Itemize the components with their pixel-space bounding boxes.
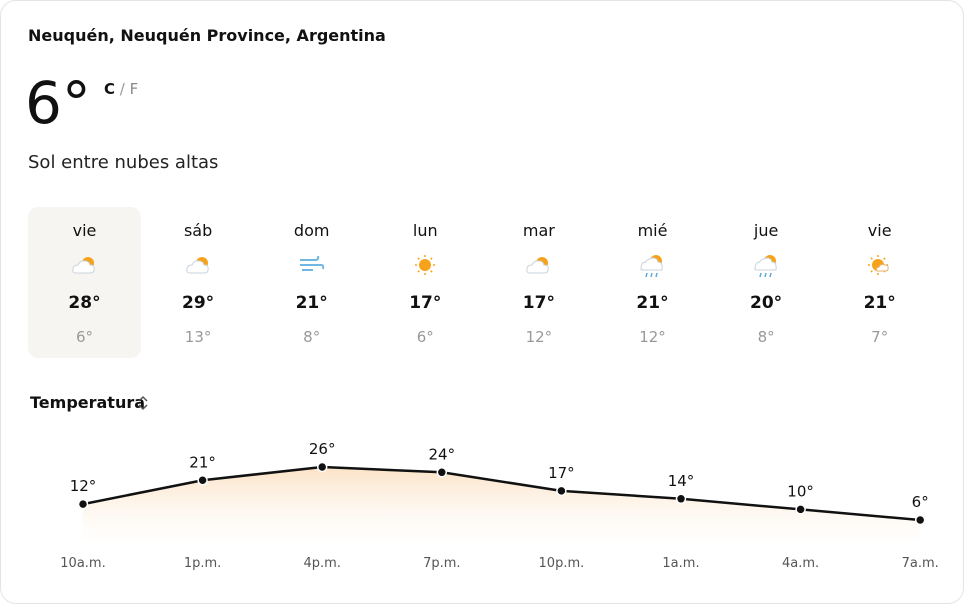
condition: Sol entre nubes altas: [28, 152, 219, 173]
unit-separator: /: [119, 80, 125, 98]
day-column[interactable]: sáb 29° 13°: [142, 207, 255, 358]
temperature-line: [82, 465, 921, 522]
day-high: 29°: [182, 293, 215, 313]
x-tick-label: 10a.m.: [60, 556, 105, 571]
value-label: 21°: [189, 453, 216, 471]
day-column[interactable]: dom 21° 8°: [255, 207, 368, 358]
weather-icon: [526, 257, 550, 274]
weather-icon: [753, 255, 777, 278]
value-label: 24°: [429, 445, 456, 463]
day-low: 6°: [416, 328, 434, 346]
day-name: vie: [72, 221, 97, 240]
weather-icon: [640, 255, 663, 278]
day-name: jue: [753, 221, 779, 240]
data-point: [316, 461, 328, 473]
x-tick-label: 4p.m.: [303, 556, 340, 571]
day-high: 21°: [636, 293, 669, 313]
data-point: [914, 514, 926, 526]
value-label: 6°: [912, 493, 929, 511]
day-high: 21°: [295, 293, 328, 313]
value-label: 14°: [668, 472, 695, 490]
day-low: 13°: [184, 328, 212, 346]
day-low: 12°: [639, 328, 666, 346]
weather-icon: [72, 257, 95, 274]
weather-icon: [185, 257, 209, 274]
day-column[interactable]: mié 21° 12°: [596, 207, 709, 358]
unit-toggle: C / F: [104, 80, 138, 98]
day-name: lun: [412, 221, 438, 240]
day-high: 17°: [522, 293, 555, 313]
day-high: 28°: [68, 293, 101, 313]
day-name: sáb: [183, 221, 213, 240]
day-low: 12°: [525, 328, 553, 346]
day-high: 17°: [409, 293, 442, 313]
day-column[interactable]: vie 21° 7°: [823, 207, 936, 358]
day-column[interactable]: jue 20° 8°: [710, 207, 823, 358]
chevron-icon[interactable]: [135, 393, 151, 413]
value-label: 12°: [70, 477, 97, 495]
data-point: [436, 467, 448, 478]
value-label: 10°: [787, 482, 814, 500]
x-tick-label: 1a.m.: [662, 556, 699, 571]
unit-c[interactable]: C: [104, 80, 116, 98]
day-name: mié: [637, 221, 668, 240]
day-high: 20°: [750, 293, 783, 313]
area: [83, 467, 921, 541]
day-column[interactable]: mar 17° 12°: [482, 207, 595, 358]
current-temp: 6°: [25, 69, 91, 137]
day-low: 6°: [75, 328, 94, 346]
x-tick-label: 1p.m.: [184, 556, 221, 571]
day-name: mar: [522, 221, 555, 240]
unit-f[interactable]: F: [129, 80, 139, 98]
x-tick-label: 7p.m.: [423, 556, 460, 571]
day-high: 21°: [863, 293, 896, 313]
value-label: 17°: [548, 464, 575, 482]
day-low: 7°: [871, 328, 889, 346]
day-low: 8°: [303, 328, 321, 346]
day-name: dom: [293, 221, 330, 240]
temperature-chart: 12° 10a.m. 21° 1p.m. 26° 4p.m. 24° 7p.m. 17° 10p.…: [60, 440, 939, 571]
weather-icon: [414, 255, 435, 275]
day-name: vie: [867, 221, 892, 240]
day-column[interactable]: vie 28° 6°: [28, 207, 141, 358]
data-point: [197, 475, 208, 486]
weather-icon: [868, 255, 889, 275]
value-label: 26°: [309, 440, 336, 458]
data-point: [795, 504, 806, 515]
day-low: 8°: [757, 328, 775, 346]
chart-title[interactable]: Temperatura: [30, 393, 146, 412]
day-column[interactable]: lun 17° 6°: [369, 207, 482, 358]
location: Neuquén, Neuquén Province, Argentina: [28, 26, 386, 45]
x-tick-label: 7a.m.: [902, 556, 939, 571]
data-point: [556, 485, 567, 497]
data-point: [77, 498, 89, 510]
data-point: [675, 493, 687, 505]
x-tick-label: 10p.m.: [539, 556, 585, 571]
weather-icon: [300, 255, 325, 271]
x-tick-label: 4a.m.: [782, 556, 819, 571]
